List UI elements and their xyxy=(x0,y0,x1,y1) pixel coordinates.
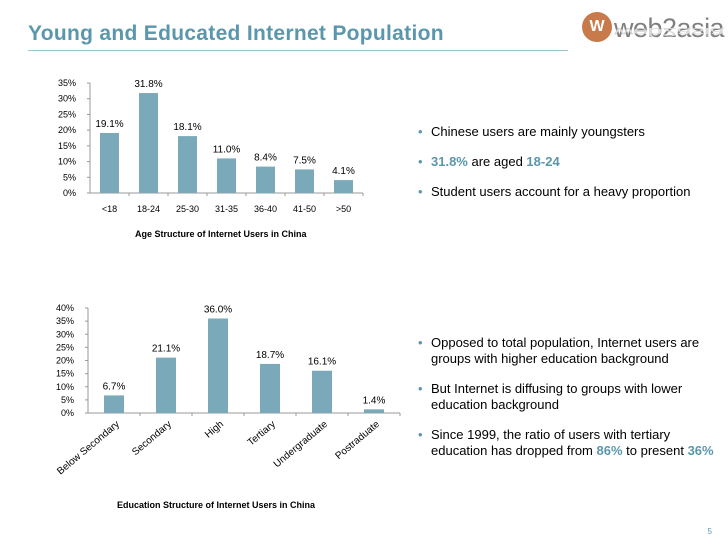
slide-title: Young and Educated Internet Population xyxy=(28,22,444,45)
age-y-tick-label: 10% xyxy=(58,157,76,167)
age-bar xyxy=(139,93,158,193)
edu-y-tick-label: 15% xyxy=(56,369,74,379)
age-data-label: 18.1% xyxy=(173,122,201,133)
age-category-label: <18 xyxy=(102,204,117,214)
age-category-label: 41-50 xyxy=(293,204,316,214)
edu-data-label: 16.1% xyxy=(308,357,336,368)
age-bar xyxy=(217,158,236,193)
edu-data-label: 21.1% xyxy=(152,344,180,355)
edu-bullet-1: Opposed to total population, Internet us… xyxy=(418,335,723,367)
age-bar xyxy=(334,180,353,193)
edu-y-tick-label: 30% xyxy=(56,329,74,339)
edu-bullet-2: But Internet is diffusing to groups with… xyxy=(418,381,723,413)
age-bullets: Chinese users are mainly youngsters 31.8… xyxy=(418,124,723,200)
age-category-label: 25-30 xyxy=(176,204,199,214)
age-bar xyxy=(256,166,275,193)
age-y-tick-label: 25% xyxy=(58,109,76,119)
age-data-label: 19.1% xyxy=(95,119,123,130)
edu-bar xyxy=(104,395,124,413)
edu-data-label: 18.7% xyxy=(256,350,284,361)
title-divider xyxy=(28,50,568,51)
age-y-tick-label: 15% xyxy=(58,141,76,151)
edu-category-label: Below Secondary xyxy=(55,419,122,477)
age-data-label: 11.0% xyxy=(213,144,241,155)
edu-category-label: Postraduate xyxy=(334,419,383,462)
edu-y-tick-label: 40% xyxy=(56,303,74,313)
edu-y-tick-label: 35% xyxy=(56,316,74,326)
age-category-label: >50 xyxy=(336,204,351,214)
age-category-label: 18-24 xyxy=(137,204,160,214)
edu-data-label: 1.4% xyxy=(363,395,386,406)
edu-y-tick-label: 10% xyxy=(56,382,74,392)
edu-y-tick-label: 25% xyxy=(56,342,74,352)
edu-y-tick-label: 0% xyxy=(61,408,74,418)
web2asia-logo: W web2asia web2asia xyxy=(578,6,725,56)
page-number: 5 xyxy=(707,527,712,536)
edu-y-tick-label: 5% xyxy=(61,395,74,405)
age-bullet-2: 31.8% are aged 18-24 xyxy=(418,154,723,170)
edu-bullet-3: Since 1999, the ratio of users with tert… xyxy=(418,427,723,459)
age-data-label: 7.5% xyxy=(293,155,316,166)
edu-y-tick-label: 20% xyxy=(56,356,74,366)
edu-bar xyxy=(156,357,176,413)
age-bar xyxy=(100,132,119,193)
age-bar xyxy=(295,169,314,193)
age-chart-title: Age Structure of Internet Users in China xyxy=(135,229,307,239)
edu-bar xyxy=(260,363,280,413)
edu-category-label: Undergraduate xyxy=(272,419,331,471)
age-data-label: 4.1% xyxy=(332,166,355,177)
edu-category-label: Tertiary xyxy=(246,419,278,449)
age-bar xyxy=(178,136,197,193)
edu-bar xyxy=(208,318,228,413)
age-bullet-3: Student users account for a heavy propor… xyxy=(418,184,723,200)
age-category-label: 31-35 xyxy=(215,204,238,214)
edu-bar xyxy=(364,409,384,413)
edu-category-label: High xyxy=(203,419,226,441)
logo-text: web2asia xyxy=(614,13,725,43)
age-y-tick-label: 30% xyxy=(58,94,76,104)
age-category-label: 36-40 xyxy=(254,204,277,214)
edu-data-label: 6.7% xyxy=(103,381,126,392)
education-chart-title: Education Structure of Internet Users in… xyxy=(117,500,316,510)
age-y-tick-label: 35% xyxy=(58,78,76,88)
age-bullet-1: Chinese users are mainly youngsters xyxy=(418,124,723,140)
age-y-tick-label: 20% xyxy=(58,125,76,135)
age-data-label: 8.4% xyxy=(254,153,277,164)
age-y-tick-label: 0% xyxy=(63,188,76,198)
age-y-tick-label: 5% xyxy=(63,172,76,182)
edu-bar xyxy=(312,370,332,413)
education-bullets: Opposed to total population, Internet us… xyxy=(418,335,723,459)
edu-data-label: 36.0% xyxy=(204,305,232,316)
edu-category-label: Secondary xyxy=(130,419,174,458)
logo-mark-icon: W xyxy=(582,12,612,42)
age-data-label: 31.8% xyxy=(134,79,162,90)
